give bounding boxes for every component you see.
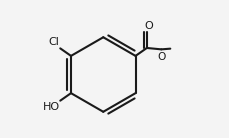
Text: Cl: Cl [49, 37, 59, 47]
Text: O: O [144, 21, 152, 31]
Text: HO: HO [42, 102, 59, 112]
Text: O: O [157, 52, 165, 62]
